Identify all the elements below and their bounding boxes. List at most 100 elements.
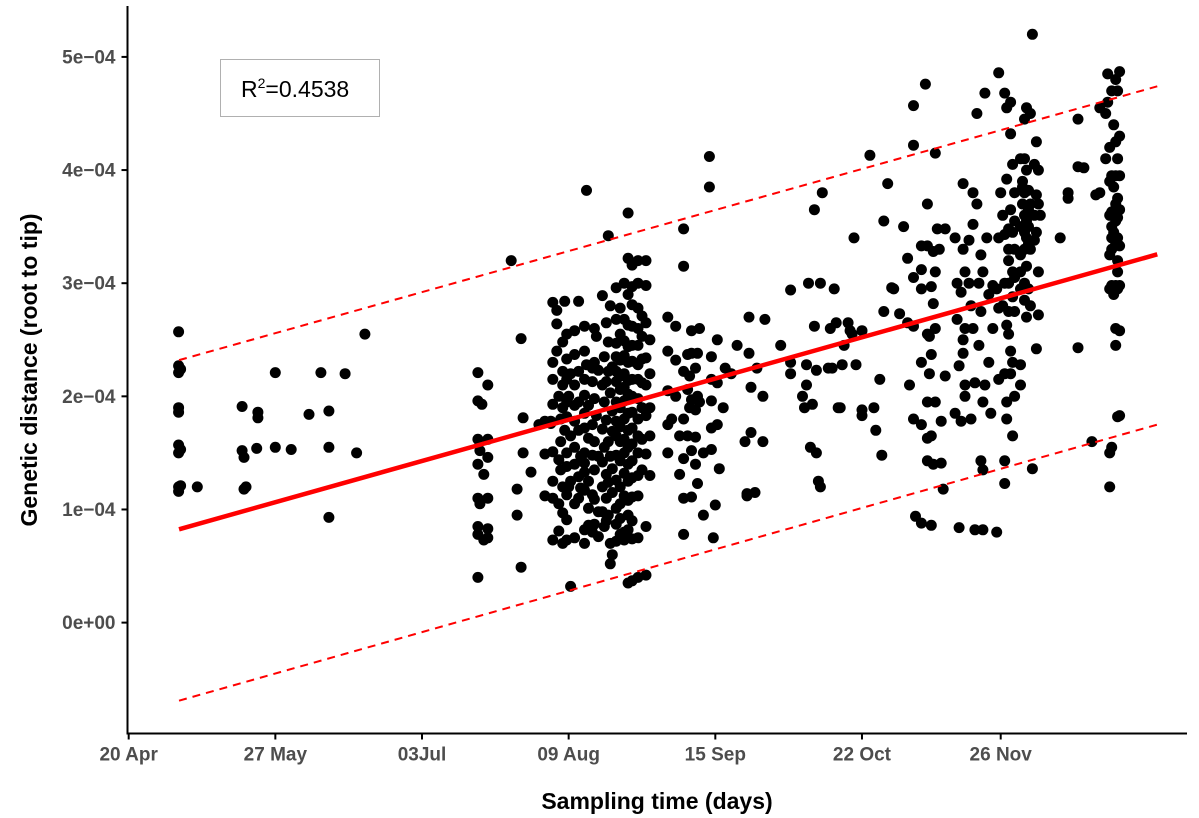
data-point [971, 198, 983, 210]
data-point [588, 436, 600, 448]
data-point [662, 345, 674, 357]
data-point [474, 498, 486, 510]
data-point [586, 376, 598, 388]
data-point [626, 438, 638, 450]
data-point [808, 320, 820, 332]
data-point [238, 451, 250, 463]
x-tick-label: 15 Sep [685, 745, 746, 766]
data-point [973, 339, 985, 351]
data-point [583, 502, 594, 514]
data-point [482, 492, 494, 504]
r2-annotation-box: R2=0.4538 [220, 59, 380, 117]
data-point [810, 364, 822, 376]
data-point [474, 445, 486, 457]
data-point [632, 490, 644, 502]
data-point [606, 487, 618, 498]
data-point [596, 456, 608, 468]
data-point [1019, 153, 1030, 165]
data-point [472, 433, 484, 445]
data-point [1003, 328, 1015, 340]
data-point [797, 390, 808, 402]
data-point [785, 284, 797, 296]
data-point [959, 266, 971, 278]
data-point [743, 311, 755, 323]
data-point [472, 521, 484, 532]
data-point [959, 323, 971, 334]
r2-superscript: 2 [258, 75, 266, 91]
data-point [604, 300, 616, 312]
data-point [757, 390, 769, 402]
data-point [596, 423, 608, 435]
data-point [569, 379, 581, 391]
data-point [874, 373, 886, 385]
data-point [915, 356, 927, 368]
data-point [801, 379, 812, 391]
data-point [775, 339, 787, 351]
data-point [969, 377, 981, 389]
data-point [666, 413, 678, 425]
data-point [1114, 130, 1126, 142]
data-point [476, 398, 488, 410]
data-point [644, 334, 656, 346]
data-point [614, 302, 626, 314]
data-point [602, 436, 614, 448]
data-point [551, 304, 563, 316]
data-point [622, 524, 634, 536]
data-point [315, 367, 327, 379]
data-point [925, 519, 937, 531]
r2-base: R [241, 76, 258, 102]
upper-band-line [178, 85, 1158, 362]
data-point [553, 498, 565, 510]
data-point [622, 207, 634, 219]
data-point [878, 215, 890, 227]
data-point [955, 415, 967, 427]
data-point [1100, 153, 1112, 165]
data-point [870, 424, 882, 436]
data-point [482, 451, 494, 463]
data-point [1005, 128, 1017, 140]
data-point [975, 306, 987, 317]
data-point [588, 518, 600, 530]
data-point [993, 67, 1005, 79]
data-point [703, 181, 715, 193]
data-point [759, 313, 771, 325]
data-point [1106, 441, 1118, 453]
data-point [588, 393, 600, 405]
data-point [692, 478, 703, 489]
x-tick-label: 03Jul [398, 745, 447, 766]
data-point [806, 398, 818, 410]
data-point [569, 532, 581, 544]
data-point [547, 373, 559, 385]
data-point [963, 234, 975, 246]
data-point [743, 347, 755, 359]
lower-band-line [178, 423, 1158, 702]
data-point [269, 441, 281, 453]
data-point [707, 532, 719, 544]
data-point [579, 389, 590, 401]
data-point [991, 283, 1003, 295]
data-point [923, 368, 935, 380]
data-point [1030, 226, 1042, 238]
data-point [236, 401, 248, 412]
data-point [1078, 162, 1090, 174]
data-point [644, 402, 656, 414]
data-point [670, 320, 682, 332]
data-point [1015, 379, 1026, 391]
data-point [902, 252, 914, 264]
data-point [626, 422, 638, 434]
data-point [957, 334, 969, 346]
data-point [1112, 85, 1124, 97]
data-point [547, 446, 559, 458]
data-point [1009, 187, 1021, 199]
x-tick-label: 27 May [244, 745, 308, 766]
data-point [561, 514, 573, 526]
data-point [925, 281, 937, 293]
data-point [951, 313, 963, 325]
data-point [525, 466, 537, 478]
x-tick-label: 26 Nov [970, 745, 1033, 766]
data-point [969, 524, 981, 536]
data-point [1023, 221, 1034, 233]
data-point [935, 457, 947, 469]
data-point [983, 356, 995, 368]
data-point [921, 396, 933, 408]
